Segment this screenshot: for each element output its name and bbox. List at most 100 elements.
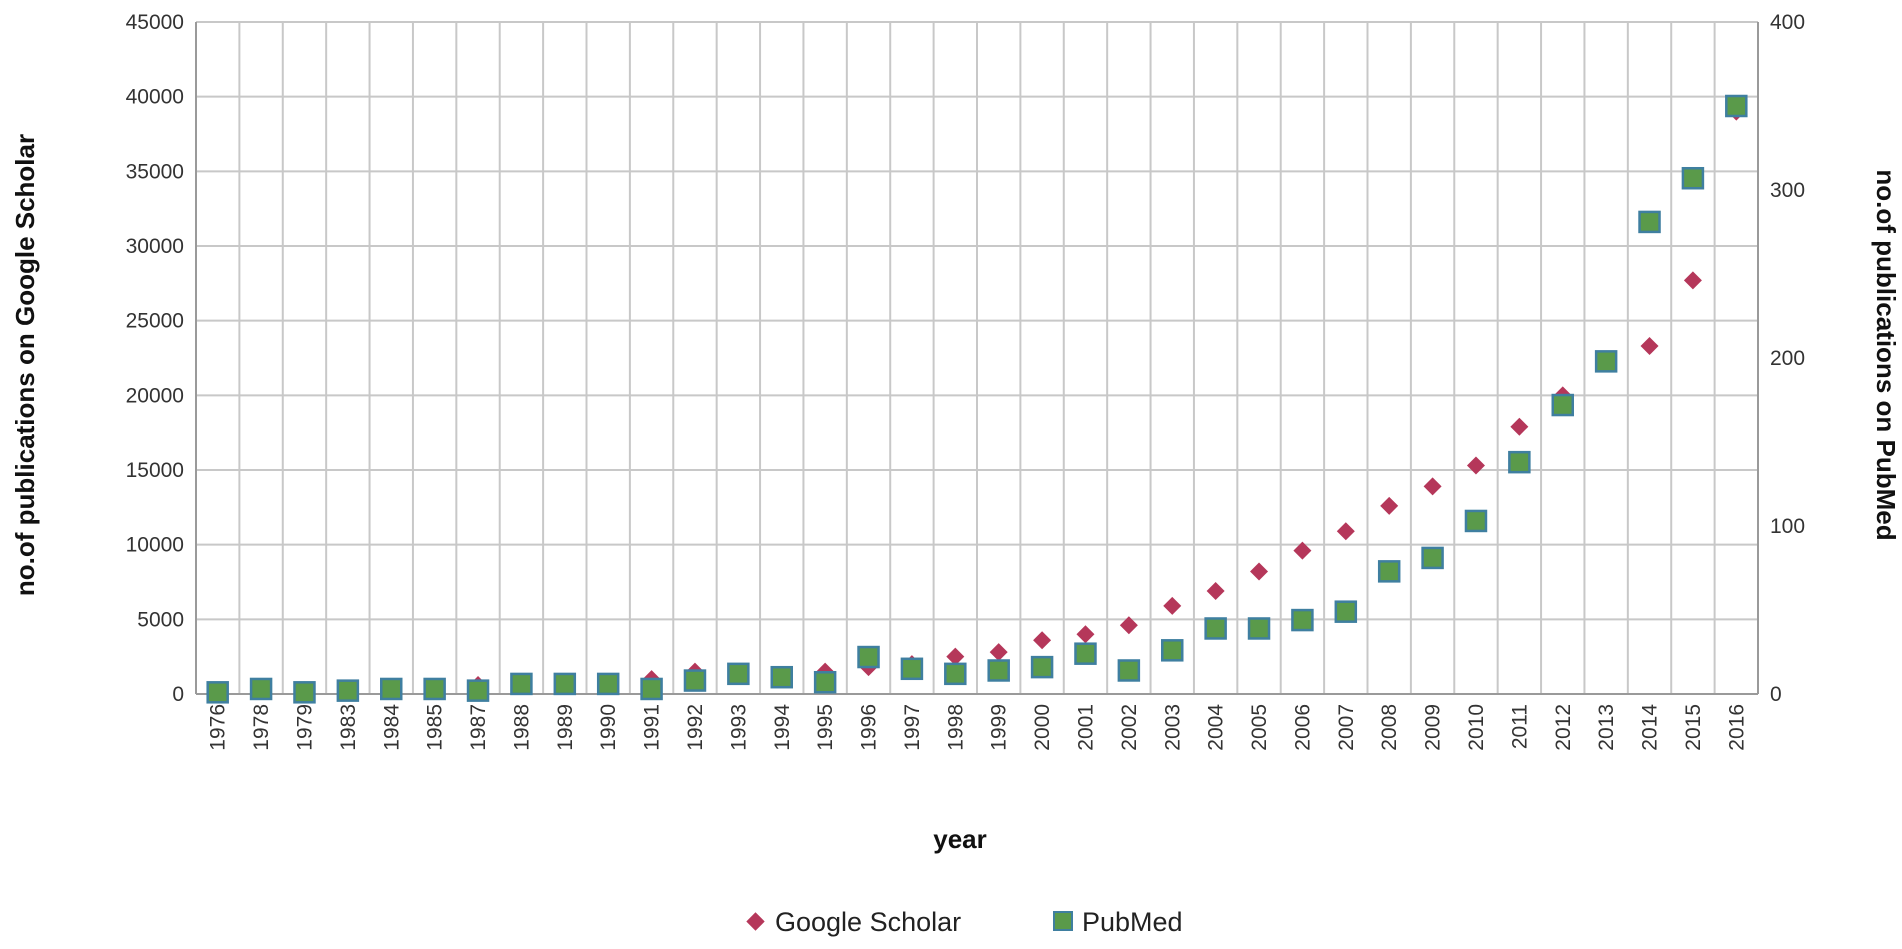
- pubmed-point: [770, 665, 793, 689]
- pubmed-point: [813, 670, 837, 694]
- pubmed-point: [1464, 509, 1488, 533]
- google-scholar-point: [1683, 271, 1702, 290]
- x-tick-label: 1984: [380, 704, 403, 751]
- google-scholar-point: [1119, 616, 1138, 635]
- pubmed-point: [1681, 166, 1705, 190]
- pubmed-point: [857, 645, 880, 669]
- x-tick-label: 2008: [1378, 704, 1401, 751]
- y-tick-label: 15000: [126, 459, 184, 482]
- pubmed-point: [640, 677, 663, 701]
- x-tick-label: 2007: [1335, 704, 1358, 751]
- x-tick-label: 1997: [901, 704, 924, 751]
- y-tick-label: 0: [172, 683, 184, 706]
- pubmed-point: [1421, 546, 1444, 570]
- google-scholar-point: [1076, 625, 1095, 644]
- pubmed-point: [249, 677, 273, 701]
- pubmed-point: [1725, 94, 1748, 118]
- x-tick-label: 2005: [1248, 704, 1271, 751]
- y2-tick-label: 300: [1770, 179, 1805, 202]
- y-tick-label: 45000: [126, 11, 184, 34]
- y-tick-label: 35000: [126, 160, 184, 183]
- y2-tick-label: 400: [1770, 11, 1805, 34]
- pubmed-point: [423, 677, 446, 701]
- google-scholar-point: [1380, 496, 1399, 515]
- pubmed-point: [336, 679, 360, 702]
- x-tick-label: 1983: [337, 704, 360, 751]
- pubmed-point: [1638, 210, 1661, 234]
- x-tick-label: 1990: [597, 704, 620, 751]
- y-tick-label: 20000: [126, 384, 184, 407]
- pubmed-point: [1030, 655, 1054, 679]
- x-axis-title: year: [933, 824, 987, 854]
- pubmed-point: [1204, 617, 1227, 640]
- y-tick-label: 10000: [126, 534, 184, 557]
- x-tick-label: 1978: [250, 704, 273, 751]
- google-scholar-point: [946, 647, 965, 666]
- x-tick-label: 2016: [1725, 704, 1748, 751]
- x-tick-label: 1999: [988, 704, 1011, 751]
- google-scholar-point: [1336, 522, 1355, 541]
- pubmed-point: [1117, 659, 1141, 682]
- pubmed-point: [1161, 639, 1184, 662]
- pubmed-point: [1291, 608, 1314, 632]
- legend-google-scholar-label: Google Scholar: [775, 907, 961, 937]
- pubmed-point: [1377, 560, 1401, 583]
- google-scholar-point: [1510, 417, 1529, 436]
- google-scholar-point: [1163, 596, 1182, 615]
- pubmed-point: [683, 669, 707, 692]
- pubmed-point: [466, 679, 490, 702]
- x-tick-label: 1991: [641, 704, 664, 751]
- google-scholar-point: [1640, 337, 1659, 356]
- x-tick-label: 1993: [727, 704, 750, 751]
- x-tick-label: 1996: [858, 704, 881, 751]
- google-scholar-point: [1250, 562, 1269, 581]
- y2-axis-title: no.of publications on PubMed: [1871, 169, 1901, 540]
- x-tick-label: 2009: [1422, 704, 1445, 751]
- pubmed-point: [900, 657, 924, 681]
- pubmed-point: [596, 672, 620, 696]
- legend-pubmed-label: PubMed: [1082, 907, 1183, 937]
- legend-google-scholar-marker: [746, 912, 765, 931]
- x-tick-label: 2014: [1639, 704, 1662, 751]
- pubmed-point: [727, 662, 750, 686]
- y2-tick-label: 100: [1770, 515, 1805, 538]
- y-tick-label: 30000: [126, 235, 184, 258]
- pubmed-point: [987, 659, 1010, 682]
- pubmed-point: [944, 662, 967, 686]
- google-scholar-point: [989, 643, 1008, 662]
- x-tick-label: 2006: [1291, 704, 1314, 751]
- x-tick-label: 1994: [771, 704, 794, 751]
- y-axis-title: no.of publications on Google Scholar: [10, 134, 40, 596]
- x-tick-label: 2004: [1205, 704, 1228, 751]
- pubmed-point: [1247, 617, 1271, 640]
- legend: Google Scholar PubMed: [746, 907, 1183, 937]
- x-tick-label: 2002: [1118, 704, 1141, 751]
- x-tick-label: 2001: [1074, 704, 1097, 751]
- x-tick-label: 1985: [424, 704, 447, 751]
- pubmed-point: [553, 672, 577, 696]
- grid: [195, 21, 1759, 695]
- google-scholar-point: [1293, 541, 1312, 560]
- x-tick-label: 2015: [1682, 704, 1705, 751]
- x-tick-label: 2003: [1161, 704, 1184, 751]
- y2-tick-label: 0: [1770, 683, 1782, 706]
- pubmed-point: [380, 677, 403, 701]
- data-series: [206, 94, 1748, 704]
- pubmed-point: [1594, 350, 1618, 373]
- axes: 0500010000150002000025000300003500040000…: [126, 11, 1805, 751]
- x-tick-label: 2012: [1552, 704, 1575, 751]
- x-tick-label: 1989: [554, 704, 577, 751]
- x-tick-label: 1987: [467, 704, 490, 751]
- google-scholar-point: [1423, 477, 1442, 496]
- x-tick-label: 1998: [944, 704, 967, 751]
- x-tick-label: 2000: [1031, 704, 1054, 751]
- google-scholar-point: [1033, 631, 1052, 650]
- x-tick-label: 1988: [510, 704, 533, 751]
- x-tick-label: 1995: [814, 704, 837, 751]
- google-scholar-point: [1466, 456, 1485, 475]
- pubmed-point: [1334, 600, 1358, 623]
- pubmed-point: [206, 681, 229, 704]
- y2-tick-label: 200: [1770, 347, 1805, 370]
- google-scholar-point: [1206, 581, 1225, 600]
- x-tick-label: 2011: [1508, 704, 1531, 749]
